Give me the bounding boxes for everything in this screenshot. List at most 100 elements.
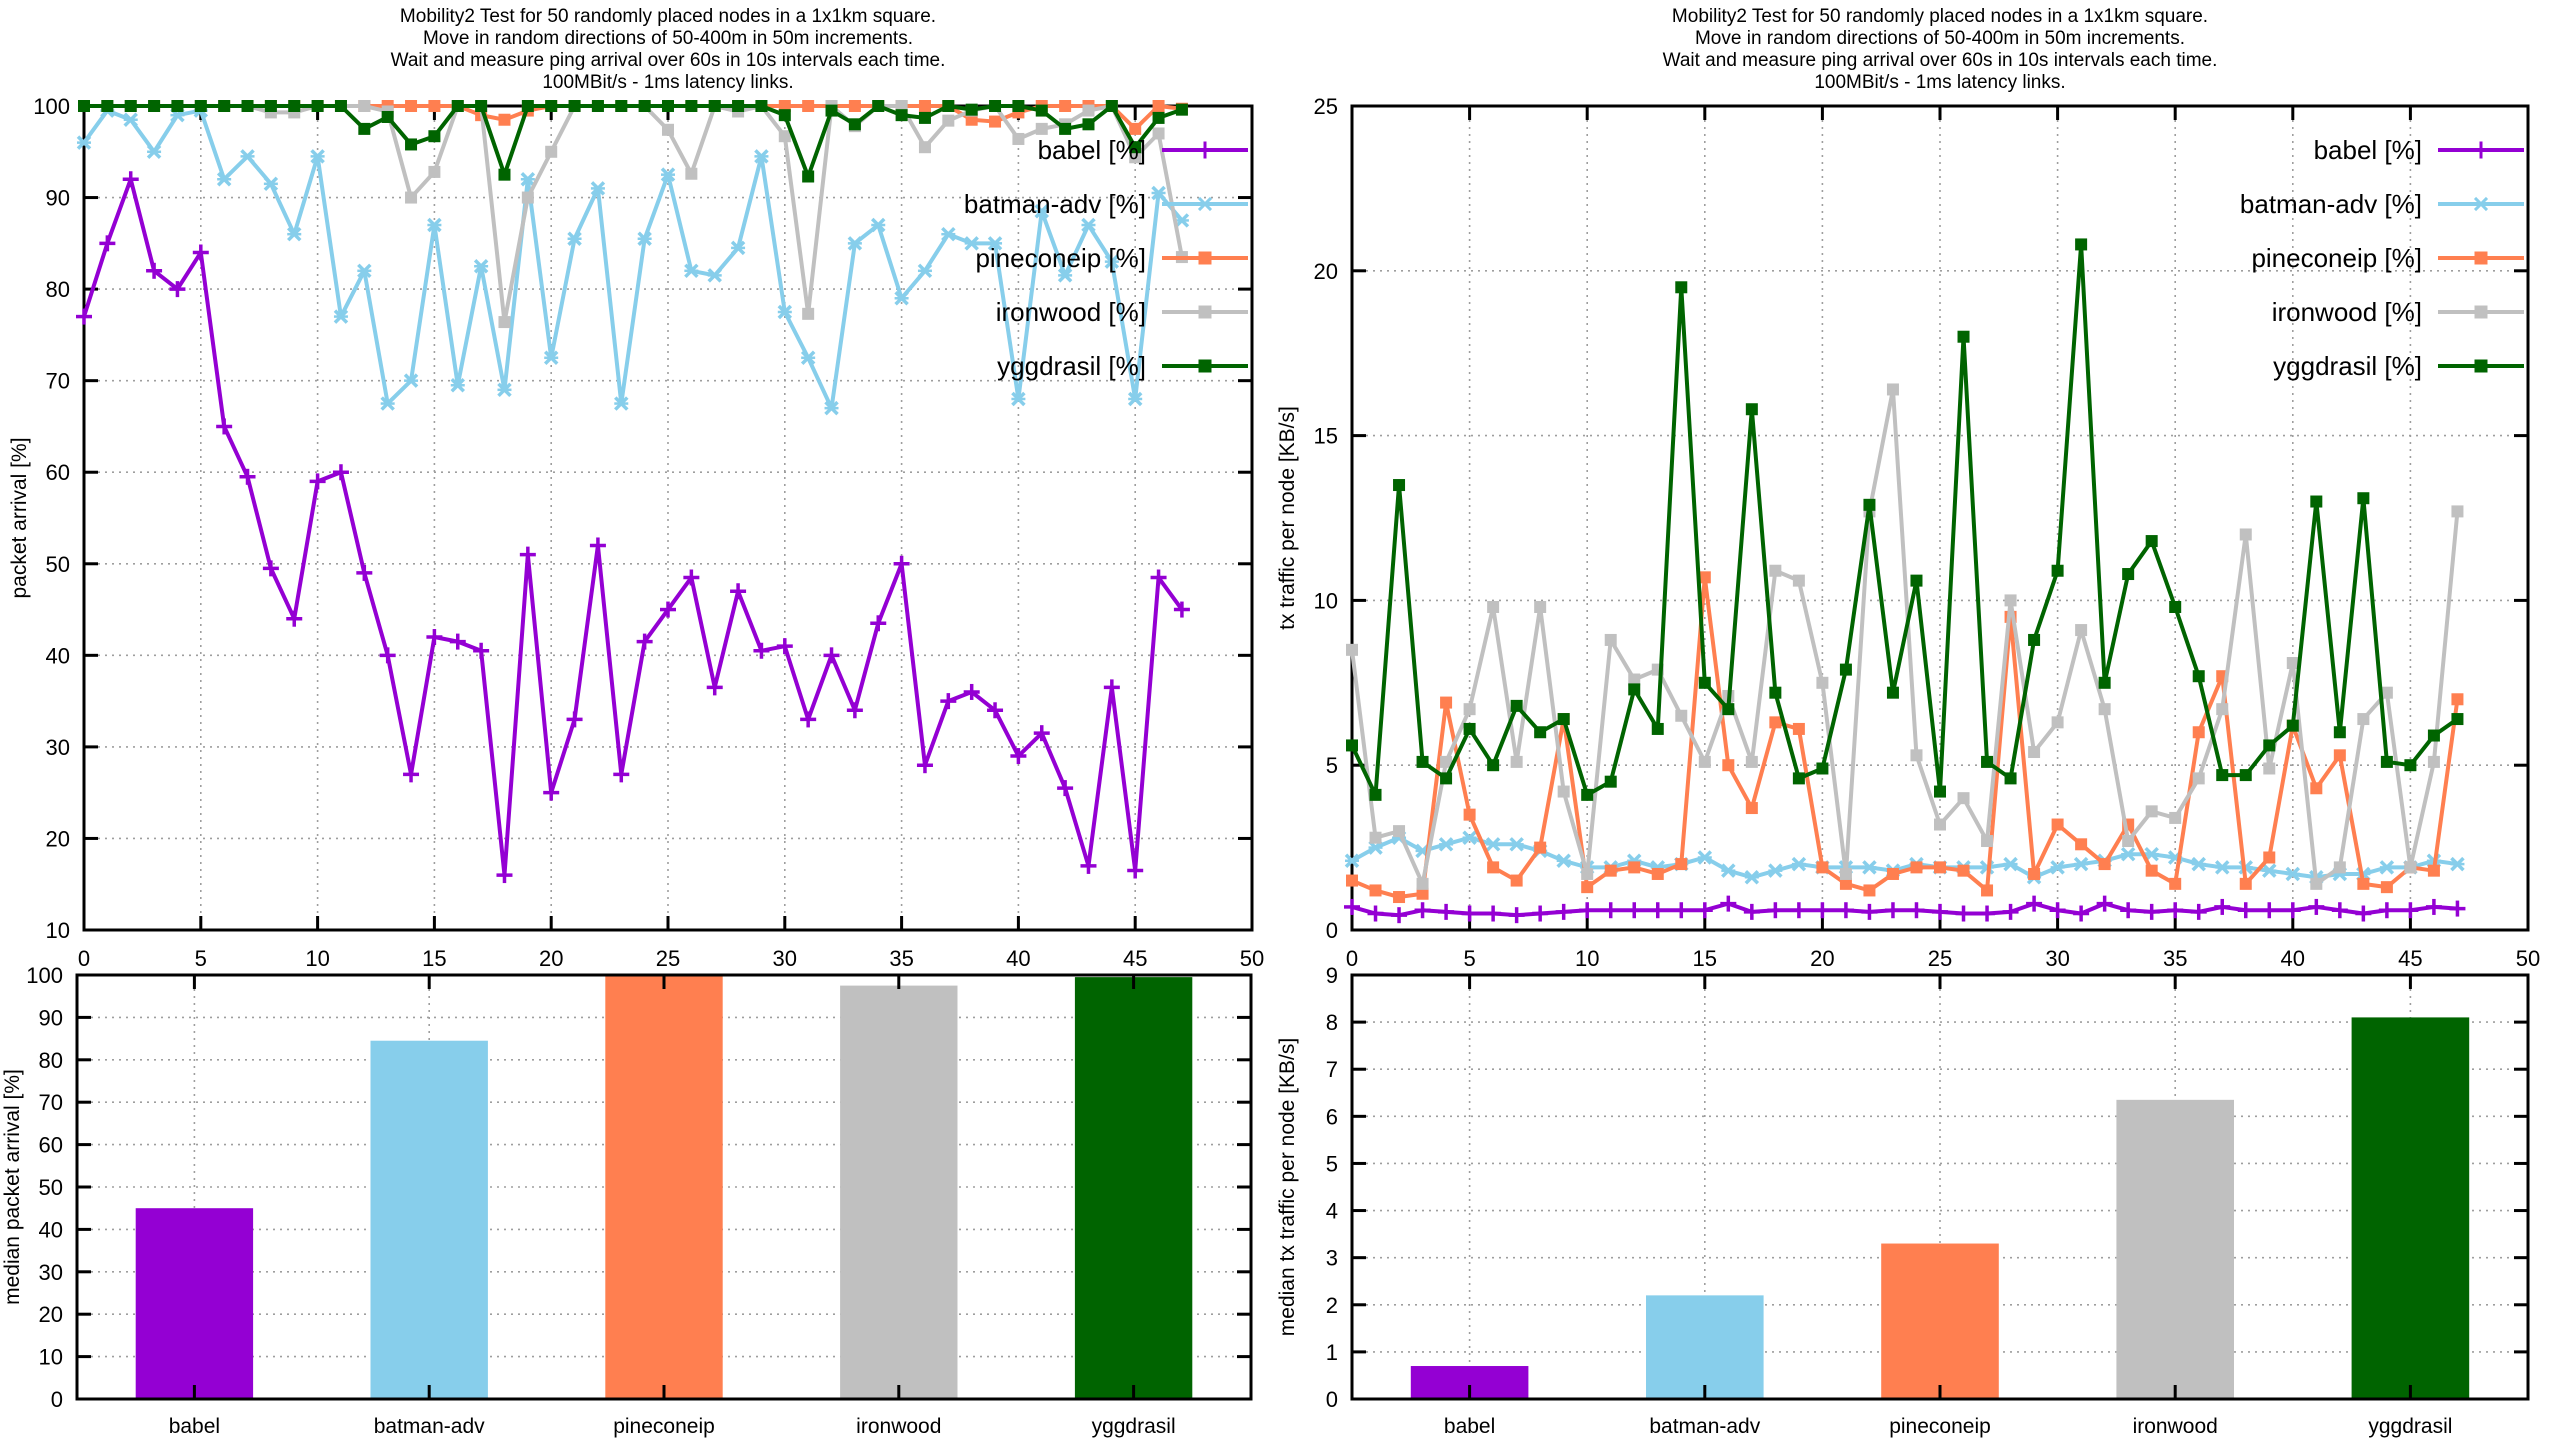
legend-label: ironwood [%] [2271,296,2422,327]
svg-text:15: 15 [1314,424,1338,449]
legend-item-pineconeip: pineconeip [%] [700,231,1252,285]
legend-line-sample-icon [1162,191,1248,217]
cross-marker-icon [2469,192,2493,216]
legend-label: ironwood [%] [995,296,1146,327]
svg-text:10: 10 [46,918,70,943]
series-babel [76,171,1190,884]
tick-labels: babel batman-adv pineconeip ironwood yggdras… [1326,963,2453,1438]
bars [1410,1017,2470,1399]
bar-pineconeip [605,975,723,1399]
legend-item-yggdrasil: yggdrasil [%] [700,339,1252,393]
category-label-batman-adv: batman-adv [1649,1415,1760,1438]
legend-line-sample-icon [1162,245,1248,271]
svg-text:2: 2 [1326,1293,1338,1318]
legend-line-sample-icon [2438,245,2524,271]
series-pineconeip-line [1351,575,2460,900]
legend-line-sample-icon [2438,191,2524,217]
tick-labels: 0 5 10 15 20 25 30 35 40 45 50 10 20 30 40 50 60 70 80 90 10… [33,94,1264,971]
bar-yggdrasil [2351,1017,2470,1399]
y-axis-label: median packet arrival [%] [1,1069,24,1305]
test-description-line: 100MBit/s - 1ms latency links. [1814,72,2066,93]
bar-ironwood [2116,1099,2234,1399]
bar-babel [135,1208,254,1399]
svg-text:5: 5 [1463,946,1475,971]
svg-text:9: 9 [1326,963,1338,988]
svg-text:3: 3 [1326,1246,1338,1271]
chart-title-packet-arrival: Mobility2 Test for 50 randomly placed no… [84,6,1252,94]
series-yggdrasil [78,100,1188,183]
svg-text:25: 25 [656,946,680,971]
legend-label: pineconeip [%] [975,242,1146,273]
test-description-line: Wait and measure ping arrival over 60s i… [1662,50,2218,71]
packet-arrival-line: 0 5 10 15 20 25 30 35 40 45 50 10 20 30 40 50 60 70 80 90 10… [8,94,1264,971]
legend-label: yggdrasil [%] [997,350,1146,381]
legend-line-sample-icon [2438,353,2524,379]
category-label-babel: babel [1444,1415,1495,1438]
svg-text:20: 20 [46,826,70,851]
svg-text:0: 0 [1326,918,1338,943]
series-batman-adv [76,103,1190,416]
svg-text:100: 100 [33,94,70,119]
svg-text:8: 8 [1326,1010,1338,1035]
svg-text:10: 10 [305,946,329,971]
svg-text:6: 6 [1326,1104,1338,1129]
legend-label: batman-adv [%] [2239,188,2422,219]
legend-packet-arrival: babel [%] batman-adv [%] pineconeip [%] iro… [700,123,1252,393]
svg-text:40: 40 [1006,946,1030,971]
legend-item-ironwood: ironwood [%] [700,285,1252,339]
series-yggdrasil [1346,238,2464,801]
svg-text:7: 7 [1326,1057,1338,1082]
svg-text:20: 20 [1314,259,1338,284]
svg-text:0: 0 [1326,1387,1338,1412]
square-marker-icon [2474,305,2488,319]
square-marker-icon [1198,251,1212,265]
svg-text:50: 50 [1240,946,1264,971]
legend-line-sample-icon [2438,299,2524,325]
svg-text:90: 90 [46,186,70,211]
legend-item-batman-adv: batman-adv [%] [1976,177,2528,231]
median-packet-arrival-bar: babel batman-adv pineconeip ironwood yggdras… [1,963,1253,1438]
svg-text:35: 35 [889,946,913,971]
svg-text:15: 15 [1693,946,1717,971]
svg-text:0: 0 [51,1387,63,1412]
svg-text:70: 70 [46,369,70,394]
category-label-pineconeip: pineconeip [1889,1415,1991,1438]
legend-item-babel: babel [%] [700,123,1252,177]
category-label-batman-adv: batman-adv [374,1415,485,1438]
svg-text:20: 20 [1810,946,1834,971]
legend-label: babel [%] [2313,134,2422,165]
svg-text:45: 45 [1123,946,1147,971]
test-description-line: Mobility2 Test for 50 randomly placed no… [399,6,937,27]
bar-batman-adv [1646,1295,1764,1399]
svg-text:60: 60 [39,1133,63,1158]
legend-item-pineconeip: pineconeip [%] [1976,231,2528,285]
svg-text:10: 10 [39,1345,63,1370]
svg-text:30: 30 [773,946,797,971]
bar-ironwood [840,985,958,1399]
tick-marks [77,973,1251,1401]
tick-labels: babel batman-adv pineconeip ironwood yggdras… [26,963,1175,1438]
square-marker-icon [2474,251,2488,265]
svg-text:60: 60 [46,460,70,485]
median-tx-traffic-bar: babel batman-adv pineconeip ironwood yggdras… [1276,963,2530,1438]
bar-pineconeip [1881,1243,1999,1399]
svg-text:1: 1 [1326,1340,1338,1365]
category-label-babel: babel [169,1415,220,1438]
svg-text:40: 40 [39,1217,63,1242]
plus-marker-icon [1196,141,1214,159]
test-description-line: Move in random directions of 50-400m in … [422,28,913,49]
test-description-line: Move in random directions of 50-400m in … [1694,28,2185,49]
svg-text:10: 10 [1314,588,1338,613]
svg-text:0: 0 [78,946,90,971]
legend-line-sample-icon [1162,353,1248,379]
legend-item-ironwood: ironwood [%] [1976,285,2528,339]
svg-text:25: 25 [1314,94,1338,119]
legend-label: babel [%] [1037,134,1146,165]
series-babel [1344,895,2466,924]
svg-text:20: 20 [39,1302,63,1327]
y-axis-label: packet arrival [%] [8,437,31,598]
svg-text:30: 30 [46,735,70,760]
legend-line-sample-icon [2438,137,2524,163]
